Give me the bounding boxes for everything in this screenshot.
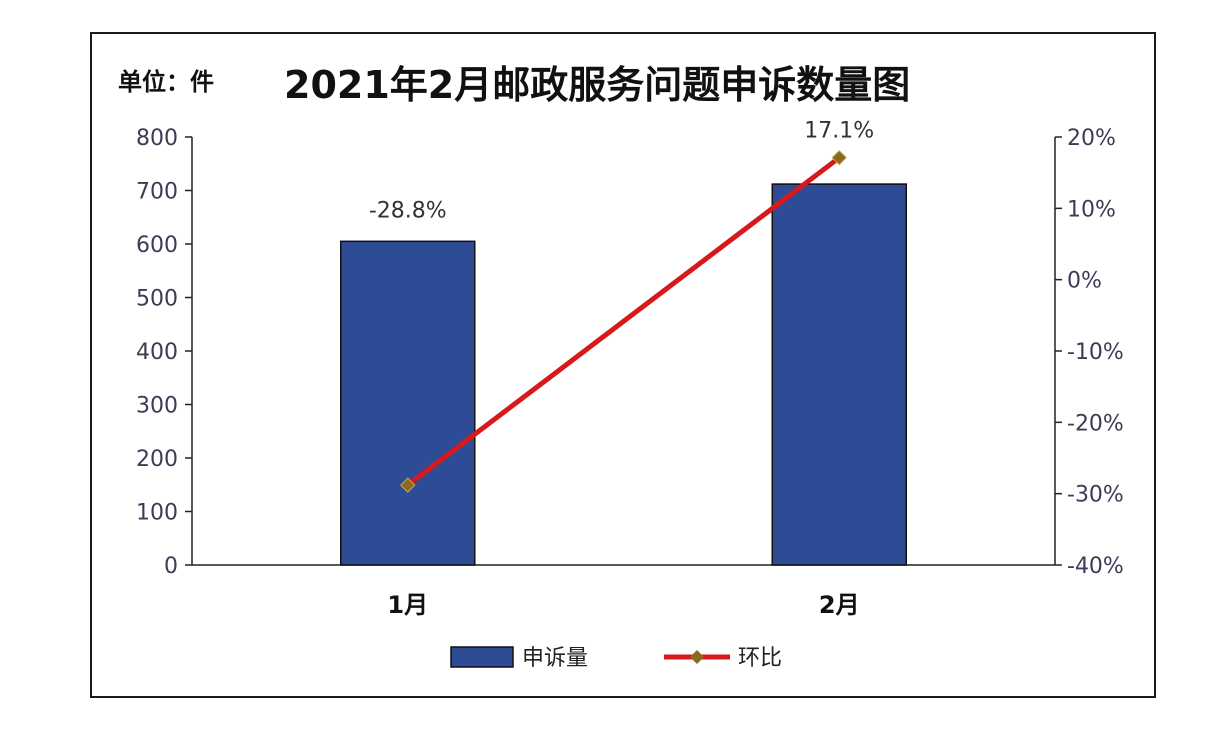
x-category-label: 1月 bbox=[387, 591, 428, 619]
line-series-huanbi bbox=[406, 155, 841, 488]
line-point-marker bbox=[400, 477, 416, 493]
legend-swatch-marker bbox=[690, 650, 704, 664]
data-label: -28.8% bbox=[369, 198, 447, 223]
bar bbox=[340, 240, 476, 566]
y-right-tick-label: -30% bbox=[1067, 483, 1124, 508]
y-left-tick-label: 100 bbox=[136, 501, 178, 526]
y-left-tick-label: 400 bbox=[136, 340, 178, 365]
y-right-tick-label: 10% bbox=[1067, 197, 1116, 222]
bar bbox=[771, 183, 907, 566]
legend-label-bar: 申诉量 bbox=[522, 646, 588, 671]
legend-label-line: 环比 bbox=[738, 646, 782, 671]
chart-title: 2021年2月邮政服务问题申诉数量图 bbox=[284, 63, 911, 107]
y-right-tick-label: 20% bbox=[1067, 126, 1116, 151]
x-category-label: 2月 bbox=[819, 591, 860, 619]
y-left-tick-label: 200 bbox=[136, 447, 178, 472]
y-right-tick-label: -20% bbox=[1067, 411, 1124, 436]
legend-swatch-bar bbox=[450, 646, 514, 668]
data-label: 17.1% bbox=[804, 119, 874, 144]
y-left-tick-label: 600 bbox=[136, 233, 178, 258]
y-left-tick-label: 700 bbox=[136, 180, 178, 205]
y-right-tick-label: -10% bbox=[1067, 340, 1124, 365]
chart-frame bbox=[90, 32, 1156, 698]
y-left-tick-label: 300 bbox=[136, 394, 178, 419]
y-right-tick-label: -40% bbox=[1067, 554, 1124, 579]
y-right-tick-label: 0% bbox=[1067, 269, 1102, 294]
line-point-marker bbox=[831, 149, 847, 166]
unit-label: 单位：件 bbox=[118, 68, 214, 96]
y-left-tick-label: 0 bbox=[164, 554, 178, 579]
y-left-tick-label: 500 bbox=[136, 287, 178, 312]
y-left-tick-label: 800 bbox=[136, 126, 178, 151]
